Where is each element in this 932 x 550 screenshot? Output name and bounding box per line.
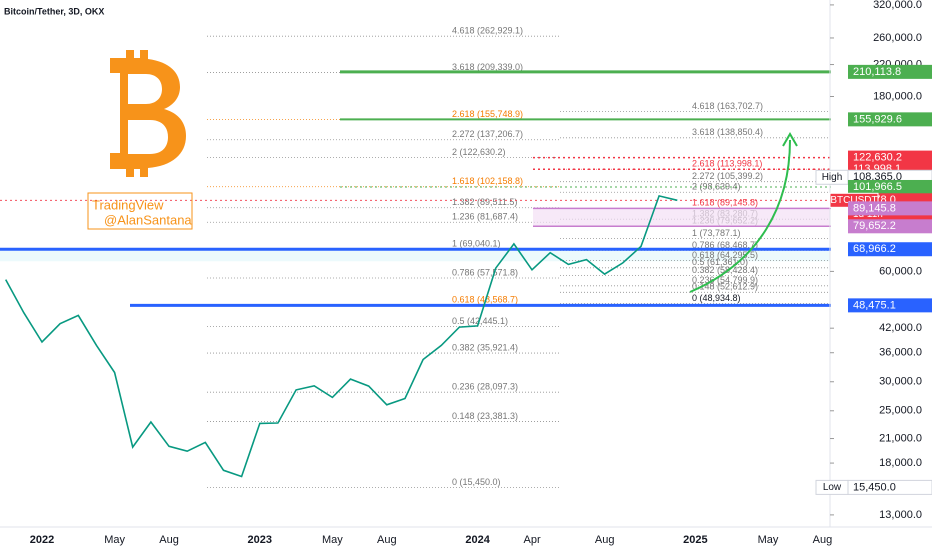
forecast-arrow xyxy=(689,139,791,293)
price-badge xyxy=(848,219,932,234)
price-badge xyxy=(848,298,932,313)
fib-label: 2.272 (137,206.7) xyxy=(452,129,523,139)
tag-label: High xyxy=(822,172,843,183)
fib-label: 0.5 (61,361.0) xyxy=(692,257,748,267)
price-badge xyxy=(848,201,932,216)
price-badge-label: 68,966.2 xyxy=(853,243,896,255)
fib-label: 0.148 (52,612.9) xyxy=(692,282,758,292)
fib-label: 0.5 (42,445.1) xyxy=(452,316,508,326)
y-tick-label: 180,000.0 xyxy=(873,90,922,102)
price-badge-label: 101,966.5 xyxy=(853,181,902,193)
fib-label: 4.618 (163,702.7) xyxy=(692,101,763,111)
fib-label: 0.236 (54,799.9) xyxy=(692,275,758,285)
price-badge-label: 210,113.8 xyxy=(853,66,901,78)
fib-label: 0.148 (23,381.3) xyxy=(452,411,518,421)
fib-label: 2 (122,630.2) xyxy=(452,147,506,157)
y-tick-label: 18,000.0 xyxy=(879,457,922,469)
y-tick-label: 60,000.0 xyxy=(879,265,922,277)
y-tick-label: 30,000.0 xyxy=(879,376,922,388)
fib-label: 0.618 (64,295.5) xyxy=(692,250,758,260)
price-badge xyxy=(848,242,932,257)
x-tick-label: Aug xyxy=(159,534,179,546)
tag-label: Low xyxy=(823,482,842,493)
fib-label: 2.618 (155,748.9) xyxy=(452,109,523,119)
x-tick-label: 2025 xyxy=(683,534,707,546)
fib-label: 2.272 (105,399.2) xyxy=(692,171,763,181)
fib-label: 3.618 (138,850.4) xyxy=(692,127,763,137)
pink-zone xyxy=(533,208,830,227)
y-tick-label: 13,000.0 xyxy=(879,509,922,521)
fib-label: 0.236 (28,097.3) xyxy=(452,382,518,392)
y-tick-label: 260,000.0 xyxy=(873,32,922,44)
x-tick-label: 2023 xyxy=(248,534,272,546)
fib-label: 1.382 (89,511.5) xyxy=(452,197,517,207)
fib-label: 4.618 (262,929.1) xyxy=(452,26,523,36)
x-tick-label: 2022 xyxy=(30,534,54,546)
watermark: @AlanSantana xyxy=(104,212,192,227)
fib-label: 0.786 (57,571.8) xyxy=(452,267,518,277)
y-tick-label: 25,000.0 xyxy=(879,405,922,417)
price-badge-label: 48,475.1 xyxy=(853,299,896,311)
fib-label: 0.786 (68,468.7) xyxy=(692,240,758,250)
price-badge-label: 15,450.0 xyxy=(853,481,896,493)
forecast-arrowhead xyxy=(782,132,798,147)
fib-label: 1 (73,787.1) xyxy=(692,228,741,238)
fib-label: 0.382 (35,921.4) xyxy=(452,342,518,352)
price-badge-label: 89,145.8 xyxy=(853,202,896,214)
fib-label: 3.618 (209,339.0) xyxy=(452,62,523,72)
price-badge-label: 155,929.6 xyxy=(853,113,902,125)
fib-label: 2.618 (113,998.1) xyxy=(692,159,762,169)
y-tick-label: 42,000.0 xyxy=(879,322,922,334)
x-tick-label: Aug xyxy=(595,534,615,546)
x-tick-label: Aug xyxy=(377,534,397,546)
fib-label: 1.618 (89,145.8) xyxy=(692,198,758,208)
symbol-label: BTCUSDT xyxy=(830,195,877,206)
chart-title: Bitcoin/Tether, 3D, OKX xyxy=(4,6,104,16)
y-tick-label: 21,000.0 xyxy=(879,432,922,444)
price-badge xyxy=(848,112,932,127)
support-band xyxy=(0,249,830,262)
tag-box xyxy=(815,479,849,495)
fib-label: 1.236 (81,687.4) xyxy=(452,212,518,222)
x-tick-label: May xyxy=(104,534,125,546)
price-badge xyxy=(848,64,932,79)
fib-label: 0 (15,450.0) xyxy=(452,477,501,487)
y-tick-label: 36,000.0 xyxy=(879,347,922,359)
y-tick-label: 320,000.0 xyxy=(873,0,922,11)
watermark-box xyxy=(87,192,193,230)
price-axis xyxy=(831,0,932,550)
price-badge-label: 79,652.2 xyxy=(853,220,896,232)
x-tick-label: 2024 xyxy=(465,534,490,546)
fib-label: 0 (48,934.8) xyxy=(692,293,741,303)
x-tick-label: May xyxy=(322,534,343,546)
fib-label: 1.618 (102,158.8) xyxy=(452,176,523,186)
x-tick-label: Aug xyxy=(813,534,833,546)
x-tick-label: May xyxy=(758,534,779,546)
tag-box xyxy=(815,169,849,185)
price-badge-label: 122,630.2 xyxy=(853,152,902,164)
fib-label: 0.618 (48,568.7) xyxy=(452,294,518,304)
fib-label: 0.382 (58,428.4) xyxy=(692,265,758,275)
watermark: TradingView xyxy=(92,197,164,212)
x-tick-label: Apr xyxy=(523,534,540,546)
price-badge xyxy=(848,150,932,165)
price-badge xyxy=(848,179,932,194)
bitcoin-logo xyxy=(110,50,186,177)
fib-label: 1 (69,040.1) xyxy=(452,238,501,248)
price-line xyxy=(4,194,678,478)
